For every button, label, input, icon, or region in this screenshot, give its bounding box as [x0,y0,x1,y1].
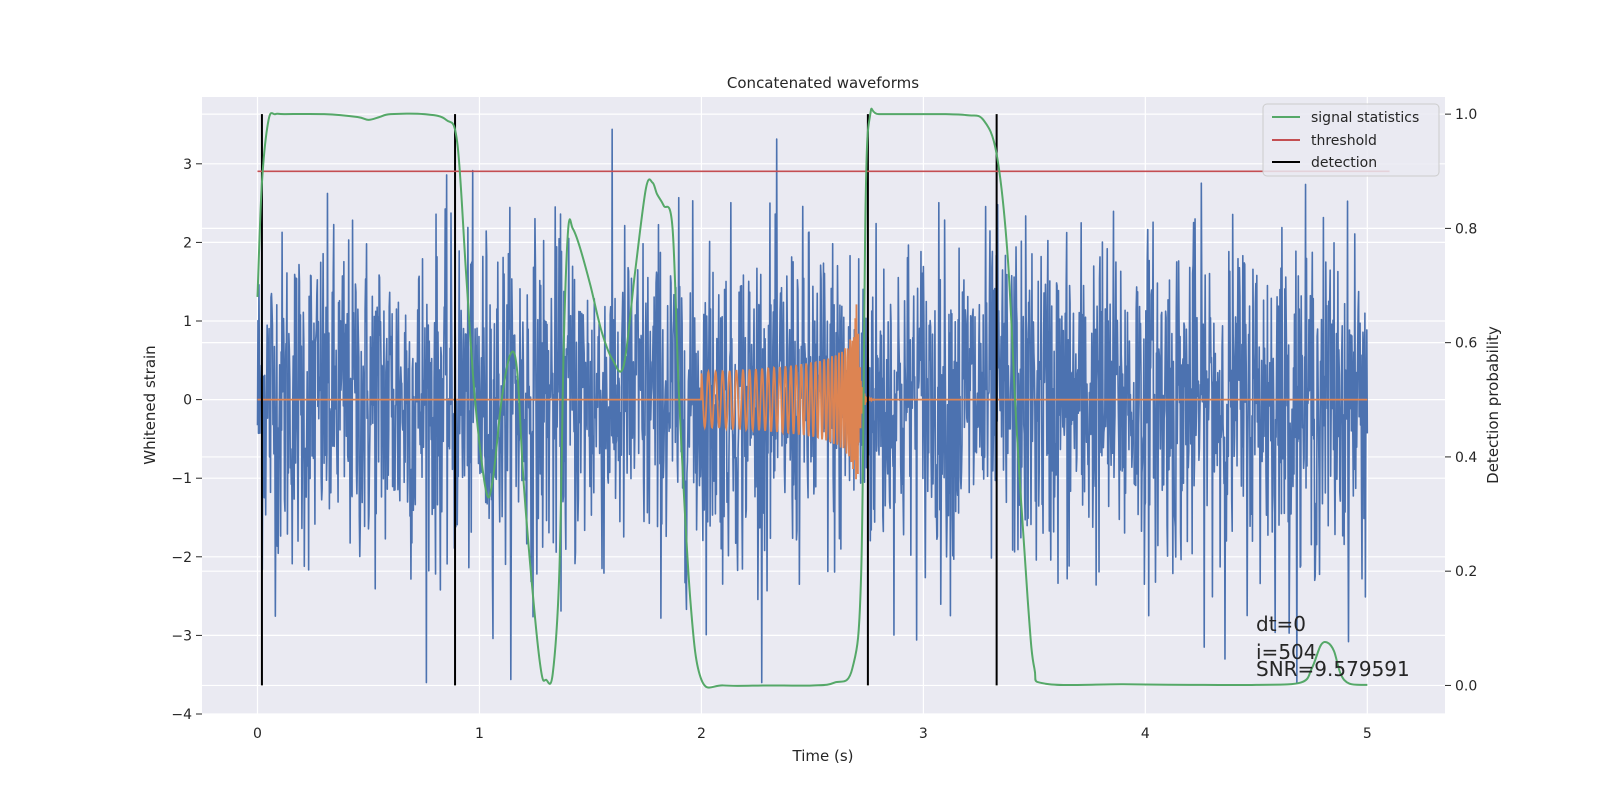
series-right-axis [256,107,1390,689]
signal-statistics-line [256,107,1368,689]
y-tick-label: 0 [183,393,192,409]
x-tick-label: 1 [475,726,484,742]
chirp-line [257,304,1368,480]
y-tick-label: −1 [171,471,192,487]
tick-labels: 0 1 2 3 4 5 −4 −3 −2 −1 0 1 2 3 0.0 0.2 0.4 0.6 0.8 1.0 [171,107,1477,742]
y-tick-label: 1 [183,314,192,330]
y2-axis-label: Detection probability [1484,326,1502,484]
y2-tick-label: 0.0 [1455,678,1477,694]
y-tick-label: 3 [183,157,192,173]
x-tick-label: 0 [253,726,262,742]
legend-box [1262,103,1440,177]
annotation-snr: SNR=9.579591 [1256,657,1410,681]
legend: signal statistics threshold detection [1262,103,1440,177]
y-tick-label: −3 [171,628,192,644]
annotation-dt: dt=0 [1256,612,1306,636]
series-chirp [257,304,1368,480]
y2-tick-label: 0.4 [1455,450,1477,466]
legend-label-threshold: threshold [1311,133,1377,149]
y-tick-label: −4 [171,707,192,723]
x-tick-label: 2 [697,726,706,742]
y-tick-label: 2 [183,235,192,251]
legend-label-detection: detection [1311,155,1377,171]
y2-tick-label: 1.0 [1455,107,1477,123]
y-axis-label: Whitened strain [141,345,159,464]
x-tick-label: 5 [1363,726,1372,742]
chart-title: Concatenated waveforms [727,74,919,92]
y-tick-label: −2 [171,550,192,566]
x-tick-label: 4 [1141,726,1150,742]
x-tick-label: 3 [919,726,928,742]
y2-tick-label: 0.2 [1455,564,1477,580]
annotation-index: i=504 [1256,640,1317,664]
x-axis-label: Time (s) [792,747,854,765]
legend-label-signal-statistics: signal statistics [1311,110,1419,126]
y2-tick-label: 0.8 [1455,221,1477,237]
y2-tick-label: 0.6 [1455,336,1477,352]
